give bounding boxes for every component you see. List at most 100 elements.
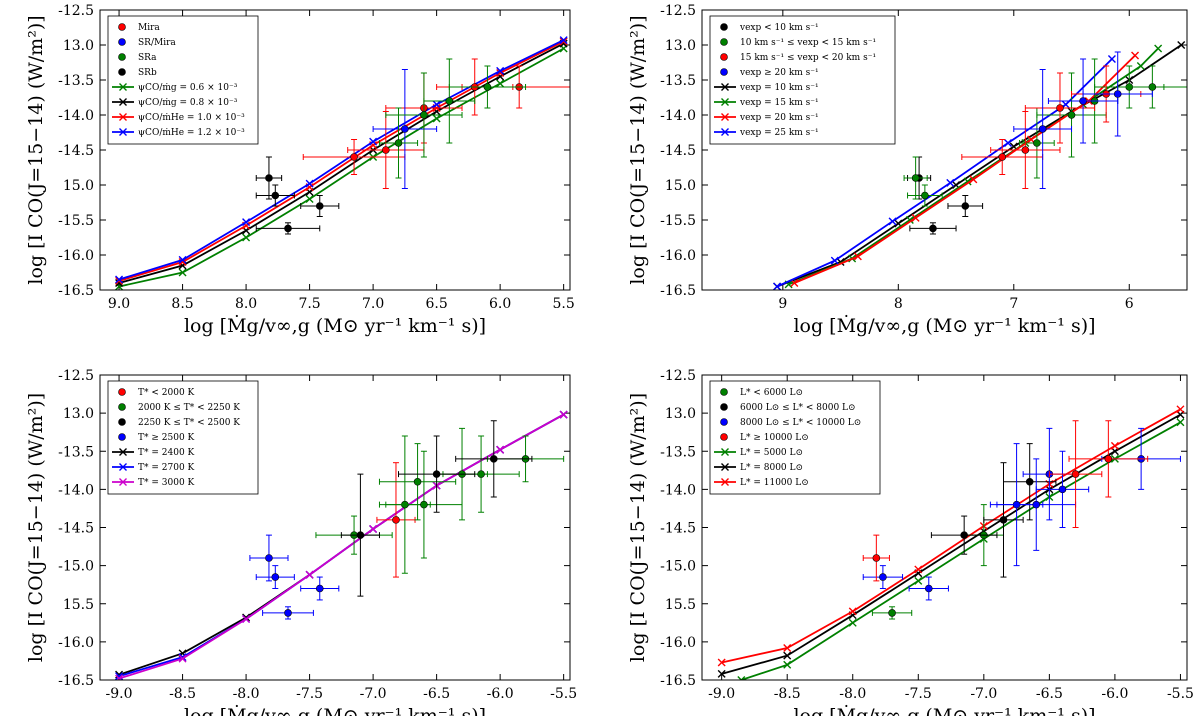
y-tick-label: -14.5 bbox=[58, 521, 94, 537]
y-tick-label: -15.5 bbox=[58, 213, 94, 229]
model-marker bbox=[115, 275, 124, 284]
legend-marker bbox=[720, 38, 728, 46]
legend-label: 2250 K ≤ T* < 2500 K bbox=[138, 418, 240, 428]
data-point bbox=[1033, 139, 1041, 147]
y-tick-label: -16.5 bbox=[58, 673, 94, 689]
y-tick-label: 15.5 bbox=[665, 597, 696, 613]
data-point bbox=[392, 516, 400, 524]
y-tick-label: -12.5 bbox=[58, 3, 94, 19]
legend-label: vexp ≥ 20 km s⁻¹ bbox=[739, 68, 819, 78]
model-line bbox=[721, 413, 1181, 675]
model-marker bbox=[432, 114, 441, 123]
legend-marker bbox=[721, 113, 729, 121]
data-point bbox=[477, 470, 485, 478]
y-tick-label: -13.5 bbox=[660, 444, 696, 460]
legend-marker bbox=[119, 83, 127, 91]
legend-label: Mira bbox=[138, 23, 160, 33]
legend-label: T* = 2700 K bbox=[138, 463, 195, 473]
model-marker bbox=[559, 36, 568, 45]
legend-label: T* ≥ 2500 K bbox=[138, 433, 195, 443]
model-marker bbox=[783, 643, 792, 652]
data-point bbox=[888, 609, 896, 617]
model-marker bbox=[1110, 441, 1119, 450]
model-marker bbox=[848, 618, 857, 627]
y-tick-label: -16.0 bbox=[660, 248, 696, 264]
y-tick-label: 15.0 bbox=[665, 178, 696, 194]
legend-label: 6000 L⊙ ≤ L* < 8000 L⊙ bbox=[740, 403, 856, 413]
axes-frame bbox=[701, 9, 1188, 291]
data-point bbox=[382, 146, 390, 154]
model-marker bbox=[783, 660, 792, 669]
legend-label: L* = 8000 L⊙ bbox=[740, 463, 803, 473]
data-point bbox=[1104, 455, 1113, 463]
legend-marker bbox=[119, 478, 127, 486]
model-marker bbox=[914, 565, 923, 574]
y-tick-label: -16.0 bbox=[660, 635, 696, 651]
data-point bbox=[1021, 146, 1030, 154]
x-tick-label: -8.5 bbox=[774, 686, 801, 702]
model-line bbox=[118, 39, 564, 281]
legend-box bbox=[107, 15, 259, 145]
y-tick-label: -12.5 bbox=[660, 368, 696, 384]
y-tick-label: 13.0 bbox=[63, 406, 94, 422]
legend-label: vexp < 10 km s⁻¹ bbox=[739, 23, 819, 33]
model-marker bbox=[496, 66, 505, 75]
x-axis-label: log [Ṁg/v∞,g (M⊙ yr⁻¹ km⁻¹ s)] bbox=[793, 704, 1095, 716]
x-tick-label: -9.0 bbox=[106, 686, 133, 702]
model-marker bbox=[1136, 62, 1145, 70]
x-tick-label: 5.5 bbox=[553, 296, 575, 312]
legend-marker bbox=[118, 403, 126, 411]
model-marker bbox=[178, 255, 187, 264]
legend-label: ψCO/ṁg = 0.8 × 10⁻³ bbox=[138, 98, 238, 108]
y-tick-label: -14.0 bbox=[58, 482, 94, 498]
panel-top-left: 9.0 8.5 8.0 7.5 7.0 6.5 6.0 5.5 -16.5 -16.0 -15.5 1… bbox=[25, 3, 575, 337]
data-point bbox=[432, 470, 441, 478]
data-point bbox=[445, 97, 454, 105]
x-axis-label: log [Ṁg/v∞,g (M⊙ yr⁻¹ km⁻¹ s)] bbox=[184, 314, 486, 337]
model-line bbox=[776, 44, 1182, 288]
model-marker bbox=[496, 79, 505, 88]
data-point bbox=[1058, 485, 1067, 494]
y-tick-label: 13.0 bbox=[63, 38, 94, 54]
model-marker bbox=[1154, 44, 1163, 53]
data-point bbox=[1032, 500, 1041, 509]
axes-frame bbox=[701, 374, 1188, 681]
model-marker bbox=[830, 256, 839, 265]
data-point bbox=[271, 191, 280, 200]
data-point bbox=[921, 191, 929, 200]
data-point bbox=[1148, 83, 1157, 91]
legend-marker bbox=[119, 128, 127, 136]
x-tick-label: -7.0 bbox=[360, 686, 387, 702]
model-marker bbox=[888, 217, 897, 226]
y-tick-label: -12.5 bbox=[58, 368, 94, 384]
x-tick-label: 8 bbox=[894, 296, 903, 312]
data-point bbox=[924, 584, 933, 593]
model-marker bbox=[1177, 41, 1186, 49]
legend-marker bbox=[721, 478, 729, 486]
y-tick-label: -16.5 bbox=[58, 283, 94, 299]
y-tick-label: 15.5 bbox=[63, 597, 94, 613]
model-marker bbox=[1176, 418, 1185, 427]
model-marker bbox=[496, 445, 505, 454]
data-point bbox=[284, 609, 292, 617]
legend-box bbox=[709, 380, 881, 495]
legend-marker bbox=[721, 463, 729, 471]
y-tick-label: -14.0 bbox=[58, 108, 94, 124]
data-point bbox=[401, 125, 409, 133]
legend-marker bbox=[119, 463, 127, 471]
legend-marker bbox=[721, 83, 729, 91]
y-tick-label: 13.0 bbox=[665, 38, 696, 54]
data-point bbox=[879, 573, 887, 581]
model-marker bbox=[1004, 139, 1013, 147]
x-tick-label: -6.0 bbox=[1101, 686, 1128, 702]
model-line bbox=[118, 42, 565, 284]
model-marker bbox=[305, 179, 314, 188]
data-point bbox=[911, 174, 920, 182]
legend-label: ψCO/ṁHe = 1.2 × 10⁻³ bbox=[138, 128, 245, 138]
data-point bbox=[1071, 470, 1080, 478]
y-tick-label: -14.5 bbox=[58, 143, 94, 159]
x-tick-label: 9 bbox=[778, 296, 787, 312]
y-tick-label: -12.5 bbox=[660, 3, 696, 19]
y-tick-label: -16.0 bbox=[58, 635, 94, 651]
